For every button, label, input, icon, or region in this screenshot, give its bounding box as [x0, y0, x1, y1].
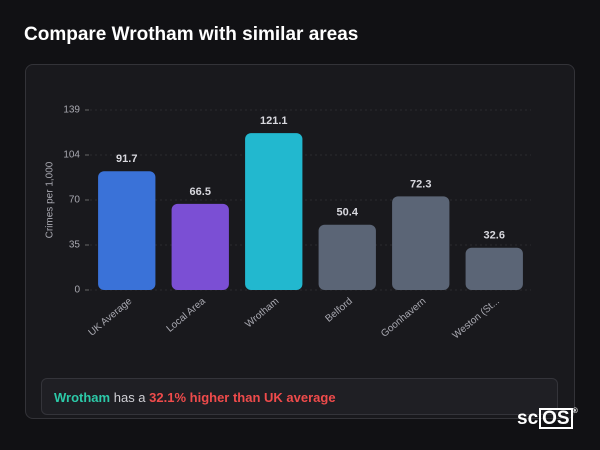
bar: [98, 171, 156, 290]
value-label: 66.5: [190, 186, 211, 198]
y-tick-label: 35: [69, 240, 81, 251]
y-tick-label: 104: [63, 150, 80, 161]
summary-comparison: 32.1% higher than UK average: [149, 390, 336, 405]
x-tick-label: Weston (St...: [451, 296, 502, 341]
y-axis-label: Crimes per 1,000: [45, 161, 56, 238]
value-label: 91.7: [116, 153, 137, 165]
value-label: 32.6: [484, 230, 505, 242]
value-label: 50.4: [337, 207, 359, 219]
y-tick-label: 139: [63, 105, 80, 116]
bar: [171, 203, 229, 290]
x-tick-label: UK Average: [87, 296, 135, 339]
value-label: 72.3: [410, 178, 431, 190]
logo-text: sc: [517, 408, 539, 429]
logo-box: OS: [539, 408, 573, 429]
page-title: Compare Wrotham with similar areas: [24, 24, 359, 45]
summary-area: Wrotham: [54, 390, 111, 405]
x-tick-label: Wrotham: [243, 296, 281, 330]
bar: [392, 196, 450, 290]
y-tick-label: 0: [74, 285, 80, 296]
summary: Wrotham has a 32.1% higher than UK avera…: [41, 378, 558, 415]
summary-text: has a: [113, 390, 146, 405]
x-tick-label: Local Area: [165, 296, 209, 335]
logo-mark: ®: [572, 408, 578, 415]
x-tick-label: Goonhavern: [379, 296, 428, 340]
bar: [318, 224, 376, 290]
bar: [245, 133, 303, 290]
y-tick-label: 70: [69, 195, 81, 206]
logo: sc OS ®: [517, 408, 578, 430]
value-label: 121.1: [260, 115, 288, 127]
x-tick-label: Belford: [324, 296, 355, 325]
bar: [465, 247, 523, 290]
